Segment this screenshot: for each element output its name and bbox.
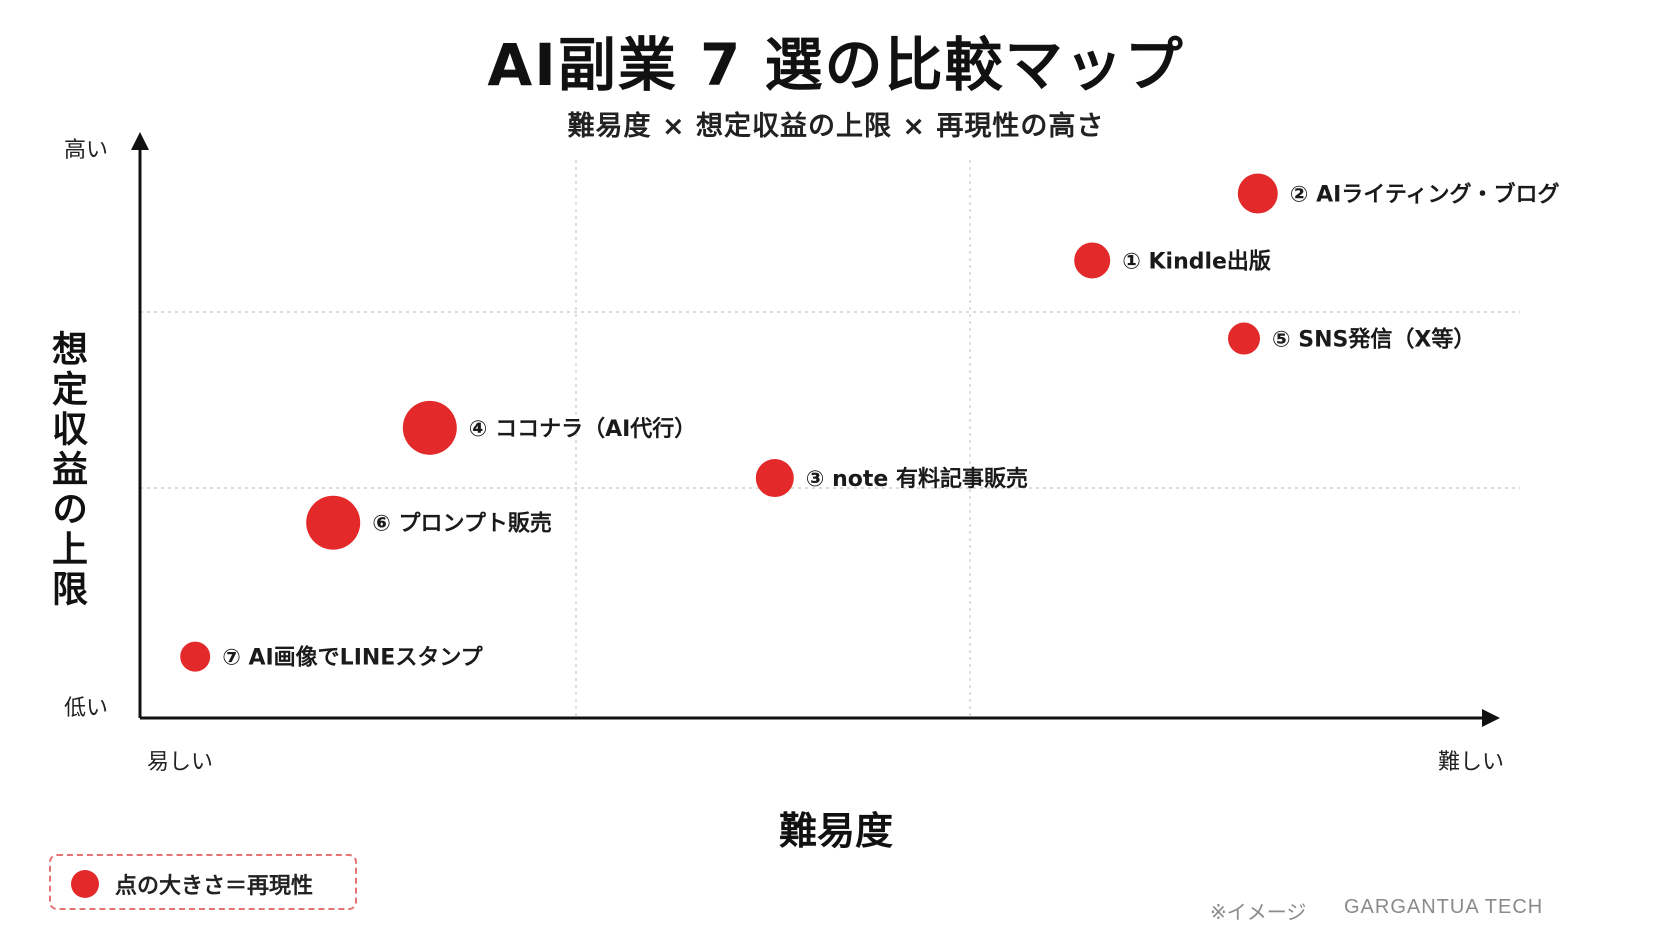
- data-label-3: ③ note 有料記事販売: [806, 466, 1028, 492]
- y-axis-label: 想定収益の上限: [46, 330, 87, 610]
- data-point-1: [1074, 242, 1111, 279]
- data-label-1: ① Kindle出版: [1122, 249, 1271, 274]
- data-label-2: ② AIライティング・ブログ: [1290, 181, 1560, 207]
- x-axis-arrow-icon: [1482, 709, 1500, 727]
- data-label-6: ⑥ プロンプト販売: [372, 511, 552, 537]
- x-axis-label: 難易度: [778, 809, 893, 853]
- brand-credit: GARGANTUA TECH: [1344, 896, 1544, 918]
- legend-text: 点の大きさ＝再現性: [115, 874, 314, 899]
- chart-title: AI副業 7 選の比較マップ: [487, 31, 1185, 99]
- data-label-4: ④ ココナラ（AI代行）: [469, 416, 697, 442]
- x-tick-high: 難しい: [1438, 750, 1505, 775]
- data-point-7: [180, 641, 211, 672]
- y-tick-high: 高い: [64, 138, 109, 163]
- size-legend: 点の大きさ＝再現性: [49, 854, 357, 910]
- data-point-5: [1228, 322, 1260, 355]
- data-label-5: ⑤ SNS発信（X等）: [1272, 327, 1475, 353]
- data-point-3: [755, 459, 794, 498]
- chart-subtitle: 難易度 × 想定収益の上限 × 再現性の高さ: [567, 111, 1105, 142]
- data-label-7: ⑦ AI画像でLINEスタンプ: [222, 645, 483, 671]
- legend-dot-icon: [71, 870, 99, 898]
- y-tick-low: 低い: [64, 696, 109, 721]
- data-point-4: [402, 400, 457, 455]
- data-point-6: [306, 495, 361, 550]
- y-axis-arrow-icon: [131, 132, 149, 150]
- image-note: ※イメージ: [1210, 900, 1307, 924]
- data-point-2: [1237, 173, 1278, 214]
- x-tick-low: 易しい: [147, 750, 214, 775]
